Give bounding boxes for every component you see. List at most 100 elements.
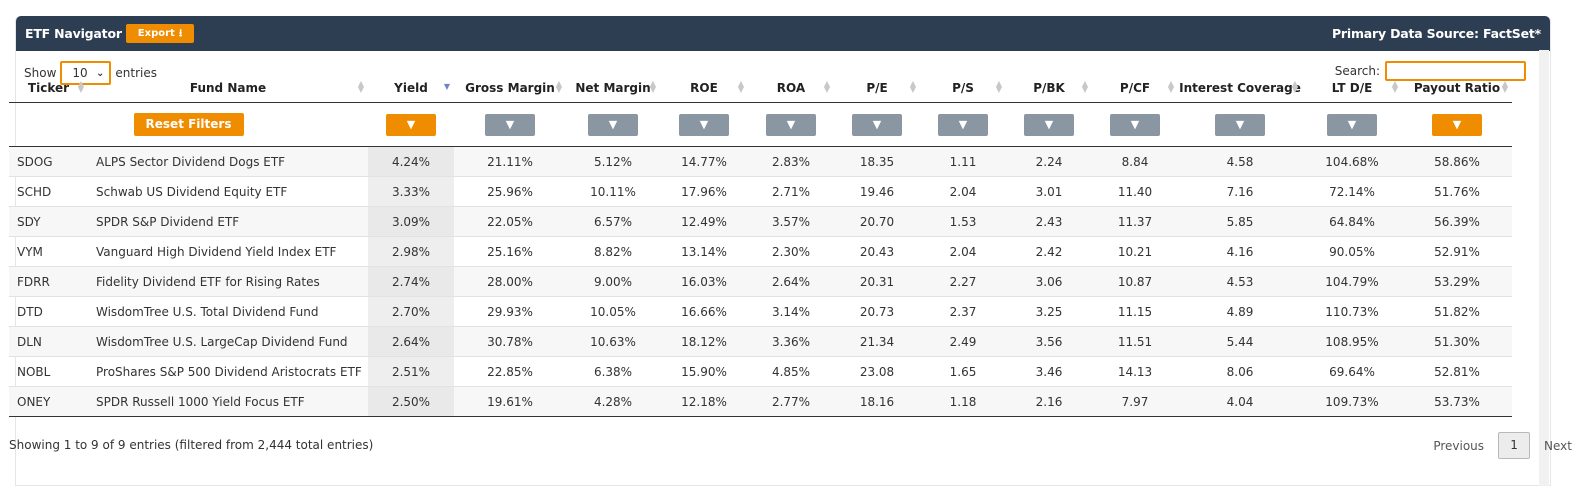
sort-icon: ▲ ▼ bbox=[909, 79, 916, 94]
cell-roa: 3.14% bbox=[748, 296, 834, 327]
cell-ticker[interactable]: DTD bbox=[9, 296, 88, 327]
column-header-label: Yield bbox=[394, 81, 428, 95]
filter-cell: ▼ bbox=[920, 102, 1006, 147]
table-body: SDOG ALPS Sector Dividend Dogs ETF 4.24% 21… bbox=[9, 146, 1512, 417]
filter-ps-button[interactable]: ▼ bbox=[938, 113, 988, 136]
cell-roe: 16.66% bbox=[660, 296, 748, 327]
cell-ps: 1.11 bbox=[920, 146, 1006, 177]
column-header-label: Fund Name bbox=[189, 81, 267, 95]
panel-title: ETF Navigator bbox=[25, 26, 122, 41]
cell-ticker[interactable]: SDOG bbox=[9, 146, 88, 177]
column-header-pbk[interactable]: P/BK ▲ ▼ bbox=[1006, 74, 1092, 103]
cell-roa: 2.71% bbox=[748, 176, 834, 207]
column-header-roe[interactable]: ROE ▲ ▼ bbox=[660, 74, 748, 103]
column-header-payout-ratio[interactable]: Payout Ratio ▲ ▼ bbox=[1402, 74, 1512, 103]
show-label: Show bbox=[24, 66, 57, 80]
filter-payout-ratio-button[interactable]: ▼ bbox=[1432, 113, 1482, 136]
export-button[interactable]: Export ⭳ bbox=[125, 24, 195, 43]
entries-label: entries bbox=[115, 66, 157, 80]
reset-filters-button[interactable]: Reset Filters bbox=[133, 113, 244, 136]
cell-pbk: 3.01 bbox=[1006, 176, 1092, 207]
next-button[interactable]: Next bbox=[1544, 438, 1572, 453]
header-row: Ticker ▲ ▼ Fund Name ▲ ▼ Yield ▼ Gross Margin… bbox=[9, 74, 1512, 103]
filter-interest-coverage-button[interactable]: ▼ bbox=[1215, 113, 1265, 136]
filter-gross-margin-button[interactable]: ▼ bbox=[485, 113, 535, 136]
search-control: Search: bbox=[1335, 61, 1526, 81]
column-header-label: Payout Ratio bbox=[1413, 81, 1501, 95]
search-input[interactable] bbox=[1385, 61, 1526, 81]
cell-ticker[interactable]: NOBL bbox=[9, 356, 88, 387]
column-header-gross-margin[interactable]: Gross Margin ▲ ▼ bbox=[454, 74, 566, 103]
cell-pcf: 11.40 bbox=[1092, 176, 1178, 207]
cell-payout-ratio: 56.39% bbox=[1402, 206, 1512, 237]
column-header-yield[interactable]: Yield ▼ bbox=[368, 74, 454, 103]
table-row: DLN WisdomTree U.S. LargeCap Dividend Fun… bbox=[9, 326, 1512, 357]
cell-fund-name: ALPS Sector Dividend Dogs ETF bbox=[88, 146, 368, 177]
cell-pcf: 11.15 bbox=[1092, 296, 1178, 327]
filter-icon: ▼ bbox=[872, 117, 882, 131]
column-header-ticker[interactable]: Ticker ▲ ▼ bbox=[9, 74, 88, 103]
filter-icon: ▼ bbox=[1235, 117, 1245, 131]
cell-lt-de: 104.68% bbox=[1302, 146, 1402, 177]
column-header-ps[interactable]: P/S ▲ ▼ bbox=[920, 74, 1006, 103]
cell-ticker[interactable]: SCHD bbox=[9, 176, 88, 207]
column-header-lt-de[interactable]: LT D/E ▲ ▼ bbox=[1302, 74, 1402, 103]
column-header-label: P/BK bbox=[1033, 81, 1065, 95]
previous-button[interactable]: Previous bbox=[1433, 438, 1485, 453]
cell-yield: 2.64% bbox=[368, 326, 454, 357]
filter-cell: ▼ bbox=[1092, 102, 1178, 147]
column-header-fund-name[interactable]: Fund Name ▲ ▼ bbox=[88, 74, 368, 103]
etf-table: Ticker ▲ ▼ Fund Name ▲ ▼ Yield ▼ Gross Margin… bbox=[9, 74, 1512, 417]
filter-pcf-button[interactable]: ▼ bbox=[1110, 113, 1160, 136]
cell-gross-margin: 19.61% bbox=[454, 386, 566, 417]
cell-roa: 2.77% bbox=[748, 386, 834, 417]
filter-cell: ▼ bbox=[1178, 102, 1302, 147]
cell-ps: 2.37 bbox=[920, 296, 1006, 327]
cell-lt-de: 108.95% bbox=[1302, 326, 1402, 357]
cell-ticker[interactable]: VYM bbox=[9, 236, 88, 267]
vertical-scrollbar[interactable] bbox=[1539, 50, 1549, 486]
entries-length-control: Show 10 ⌄ entries bbox=[24, 61, 157, 85]
filter-yield-button[interactable]: ▼ bbox=[386, 113, 436, 136]
column-header-roa[interactable]: ROA ▲ ▼ bbox=[748, 74, 834, 103]
cell-pbk: 2.24 bbox=[1006, 146, 1092, 177]
filter-lt-de-button[interactable]: ▼ bbox=[1327, 113, 1377, 136]
cell-gross-margin: 25.96% bbox=[454, 176, 566, 207]
cell-roa: 2.83% bbox=[748, 146, 834, 177]
sort-desc-icon: ▼ bbox=[443, 82, 450, 91]
filter-roa-button[interactable]: ▼ bbox=[766, 113, 816, 136]
cell-net-margin: 10.63% bbox=[566, 326, 660, 357]
filter-pbk-button[interactable]: ▼ bbox=[1024, 113, 1074, 136]
column-header-pe[interactable]: P/E ▲ ▼ bbox=[834, 74, 920, 103]
cell-fund-name: Schwab US Dividend Equity ETF bbox=[88, 176, 368, 207]
cell-pe: 20.43 bbox=[834, 236, 920, 267]
cell-ticker[interactable]: SDY bbox=[9, 206, 88, 237]
cell-fund-name: Fidelity Dividend ETF for Rising Rates bbox=[88, 266, 368, 297]
cell-fund-name: WisdomTree U.S. Total Dividend Fund bbox=[88, 296, 368, 327]
column-header-interest-coverage[interactable]: Interest Coverage ▲ ▼ bbox=[1178, 74, 1302, 103]
cell-ticker[interactable]: ONEY bbox=[9, 386, 88, 417]
cell-net-margin: 10.11% bbox=[566, 176, 660, 207]
cell-roe: 12.49% bbox=[660, 206, 748, 237]
cell-net-margin: 5.12% bbox=[566, 146, 660, 177]
cell-payout-ratio: 58.86% bbox=[1402, 146, 1512, 177]
filter-roe-button[interactable]: ▼ bbox=[679, 113, 729, 136]
cell-yield: 2.50% bbox=[368, 386, 454, 417]
filter-pe-button[interactable]: ▼ bbox=[852, 113, 902, 136]
cell-roe: 12.18% bbox=[660, 386, 748, 417]
cell-gross-margin: 25.16% bbox=[454, 236, 566, 267]
filter-net-margin-button[interactable]: ▼ bbox=[588, 113, 638, 136]
cell-ps: 2.49 bbox=[920, 326, 1006, 357]
table-row: ONEY SPDR Russell 1000 Yield Focus ETF 2.5… bbox=[9, 386, 1512, 417]
cell-ps: 1.18 bbox=[920, 386, 1006, 417]
cell-lt-de: 72.14% bbox=[1302, 176, 1402, 207]
cell-pcf: 11.51 bbox=[1092, 326, 1178, 357]
page-1-button[interactable]: 1 bbox=[1498, 432, 1531, 459]
cell-pbk: 2.16 bbox=[1006, 386, 1092, 417]
cell-ticker[interactable]: DLN bbox=[9, 326, 88, 357]
column-header-net-margin[interactable]: Net Margin ▲ ▼ bbox=[566, 74, 660, 103]
cell-roe: 14.77% bbox=[660, 146, 748, 177]
entries-select[interactable]: 10 ⌄ bbox=[60, 61, 112, 85]
cell-ticker[interactable]: FDRR bbox=[9, 266, 88, 297]
column-header-pcf[interactable]: P/CF ▲ ▼ bbox=[1092, 74, 1178, 103]
